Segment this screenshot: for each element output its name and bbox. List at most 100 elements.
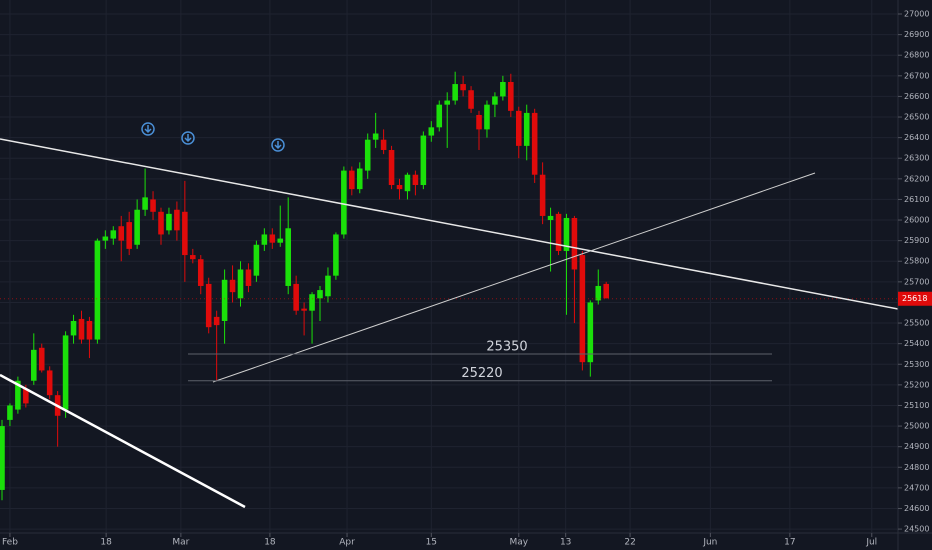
candle-body (174, 209, 180, 231)
candle-body (309, 294, 315, 311)
candle-body (245, 269, 252, 286)
y-tick-label: 25000 (904, 422, 929, 431)
y-tick-label: 26400 (904, 133, 929, 142)
y-tick-label: 26100 (904, 195, 929, 204)
candle-body (420, 135, 427, 186)
y-tick-label: 25500 (904, 319, 929, 328)
candle-body (86, 320, 93, 340)
level-label: 25220 (461, 366, 502, 381)
candle-body (118, 226, 125, 241)
candle-body (197, 259, 204, 286)
y-tick-label: 27000 (904, 10, 929, 19)
last-price-box (898, 291, 932, 306)
trend-line (0, 138, 899, 310)
candle-body (460, 84, 466, 91)
candle-body (317, 290, 323, 299)
candle-body (595, 285, 602, 301)
candle-body (531, 112, 538, 175)
y-tick-label: 25800 (904, 257, 929, 266)
y-tick-label: 26800 (904, 51, 929, 60)
x-tick-label: May (509, 538, 528, 548)
candle-body (94, 240, 101, 340)
candle-body (571, 217, 578, 270)
x-tick-label: Jul (865, 538, 877, 548)
candle-body (221, 279, 228, 321)
candle-body (372, 133, 379, 140)
y-tick-label: 24600 (904, 504, 929, 513)
y-tick-label: 24500 (904, 525, 929, 534)
candle-body (0, 426, 5, 490)
y-tick-label: 25100 (904, 401, 929, 410)
y-tick-label: 25700 (904, 277, 929, 286)
candle-body (603, 283, 610, 299)
candle-body (468, 90, 474, 109)
candle-body (7, 405, 13, 420)
candle-body (547, 215, 554, 221)
candle-body (436, 104, 443, 128)
x-tick-label: 18 (100, 538, 112, 548)
y-tick-label: 24700 (904, 483, 929, 492)
candle-body (325, 275, 331, 297)
y-tick-label: 26900 (904, 30, 929, 39)
x-tick-label: 18 (264, 538, 276, 548)
candle-body (476, 114, 482, 130)
level-label: 25350 (486, 339, 527, 354)
candle-body (31, 349, 37, 381)
candle-body (579, 255, 586, 363)
candle-body (356, 168, 363, 190)
candle-body (380, 139, 387, 150)
candle-body (452, 84, 458, 101)
candle-body (293, 283, 299, 311)
x-tick-label: Feb (2, 538, 18, 548)
candle-body (23, 388, 29, 404)
candle-body (484, 104, 490, 130)
x-tick-label: 13 (560, 538, 571, 548)
candle-body (182, 211, 188, 256)
trend-line (212, 172, 816, 383)
candle-body (15, 380, 21, 410)
candle-body (70, 320, 77, 336)
candle-body (500, 82, 506, 97)
candle-body (492, 96, 498, 105)
candle-body (396, 185, 403, 190)
candle-body (261, 234, 268, 245)
y-tick-label: 26500 (904, 113, 929, 122)
y-tick-label: 24900 (904, 442, 929, 451)
candle-body (301, 308, 307, 311)
candle-body (38, 347, 45, 371)
candle-body (341, 170, 347, 235)
candle-body (126, 222, 132, 249)
candle-body (539, 174, 546, 216)
candle-body (190, 255, 196, 260)
candle-body (62, 335, 69, 410)
y-tick-label: 24800 (904, 463, 929, 472)
candle-body (563, 217, 570, 251)
drawings (0, 122, 899, 509)
candle-body (229, 279, 236, 293)
x-tick-label: Apr (339, 538, 355, 548)
y-tick-label: 25200 (904, 380, 929, 389)
x-tick-label: 17 (784, 538, 795, 548)
candle-body (166, 213, 172, 231)
candle-body (349, 170, 355, 190)
candle-body (444, 100, 450, 105)
candle-body (142, 197, 148, 210)
candle-body (102, 236, 109, 241)
trend-line (0, 373, 246, 509)
candle-body (515, 110, 522, 146)
x-tick-label: Jun (702, 538, 717, 548)
candle-body (237, 269, 244, 299)
y-tick-label: 25900 (904, 236, 929, 245)
candle-body (285, 228, 291, 286)
y-tick-label: 26600 (904, 92, 929, 101)
x-tick-label: 22 (624, 538, 635, 548)
candle-body (388, 149, 395, 186)
candle-body (78, 318, 85, 340)
y-tick-label: 26300 (904, 154, 929, 163)
candle-body (364, 139, 371, 171)
arrow-icon (141, 122, 285, 152)
candle-body (523, 112, 530, 146)
candle-body (412, 174, 419, 186)
y-tick-label: 26700 (904, 71, 929, 80)
